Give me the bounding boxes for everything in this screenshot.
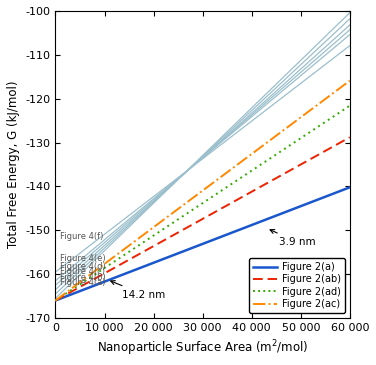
- Y-axis label: Total Free Energy, G (kJ/mol): Total Free Energy, G (kJ/mol): [7, 81, 20, 248]
- Text: 14.2 nm: 14.2 nm: [111, 281, 165, 300]
- X-axis label: Nanoparticle Surface Area (m$^2$/mol): Nanoparticle Surface Area (m$^2$/mol): [97, 338, 308, 358]
- Text: Figure 4(c): Figure 4(c): [61, 267, 105, 276]
- Text: Figure 4(e): Figure 4(e): [61, 254, 106, 263]
- Text: Figure 4(d): Figure 4(d): [61, 262, 106, 271]
- Legend: Figure 2(a), Figure 2(ab), Figure 2(ad), Figure 2(ac): Figure 2(a), Figure 2(ab), Figure 2(ad),…: [249, 258, 345, 313]
- Text: Figure 4(f): Figure 4(f): [61, 232, 104, 241]
- Text: Figure 4(b): Figure 4(b): [61, 273, 106, 282]
- Text: Figure 4(a): Figure 4(a): [61, 278, 106, 287]
- Text: 3.9 nm: 3.9 nm: [270, 230, 315, 247]
